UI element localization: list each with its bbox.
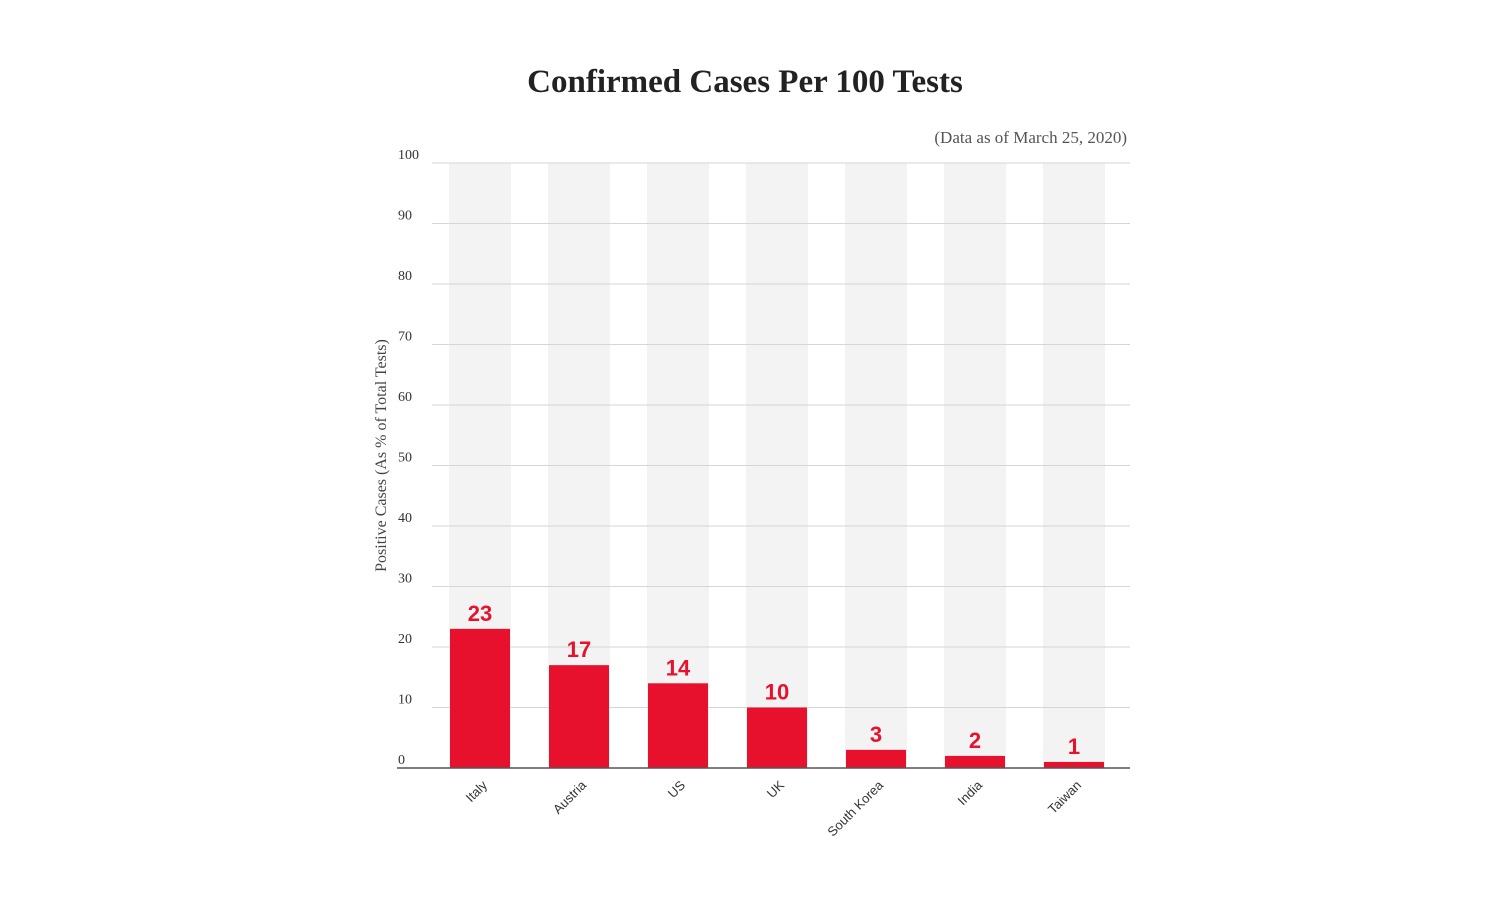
x-axis-ticks: Italy Austria US UK South Korea India Taiwan [463,777,1084,839]
x-tick-label: India [955,777,986,808]
value-label: 14 [666,655,691,680]
x-tick-label: US [665,777,689,801]
value-label: 3 [870,722,882,747]
y-tick-label: 60 [398,390,412,405]
value-label: 17 [567,637,591,662]
y-tick-label: 80 [398,269,412,284]
y-tick-label: 90 [398,209,412,224]
bar [549,665,609,768]
value-label: 1 [1068,734,1080,759]
y-tick-label: 70 [398,330,412,345]
value-labels: 23 17 14 10 3 2 1 [468,601,1080,759]
x-tick-label: Taiwan [1045,778,1084,817]
bar [648,683,708,768]
value-label: 10 [765,680,789,705]
bar [450,628,510,768]
y-tick-label: 30 [398,572,412,587]
bar [747,707,807,768]
bars [450,628,1104,768]
bar [846,749,906,768]
chart-title: Confirmed Cases Per 100 Tests [527,64,963,100]
value-label: 2 [969,728,981,753]
y-axis-label: Positive Cases (As % of Total Tests) [373,339,390,572]
x-tick-label: South Korea [824,777,886,839]
bar [945,755,1005,768]
bar [1044,761,1104,768]
y-tick-label: 100 [398,148,419,163]
y-tick-label: 40 [398,511,412,526]
x-tick-label: Italy [463,777,491,805]
y-axis-ticks: 0 10 20 30 40 50 60 70 80 90 100 [398,148,419,768]
x-tick-label: UK [764,777,788,801]
x-tick-label: Austria [550,777,590,817]
y-tick-label: 20 [398,632,412,647]
value-label: 23 [468,601,492,626]
chart-subtitle: (Data as of March 25, 2020) [934,128,1127,147]
y-tick-label: 10 [398,693,412,708]
y-tick-label: 0 [398,753,405,768]
y-tick-label: 50 [398,451,412,466]
